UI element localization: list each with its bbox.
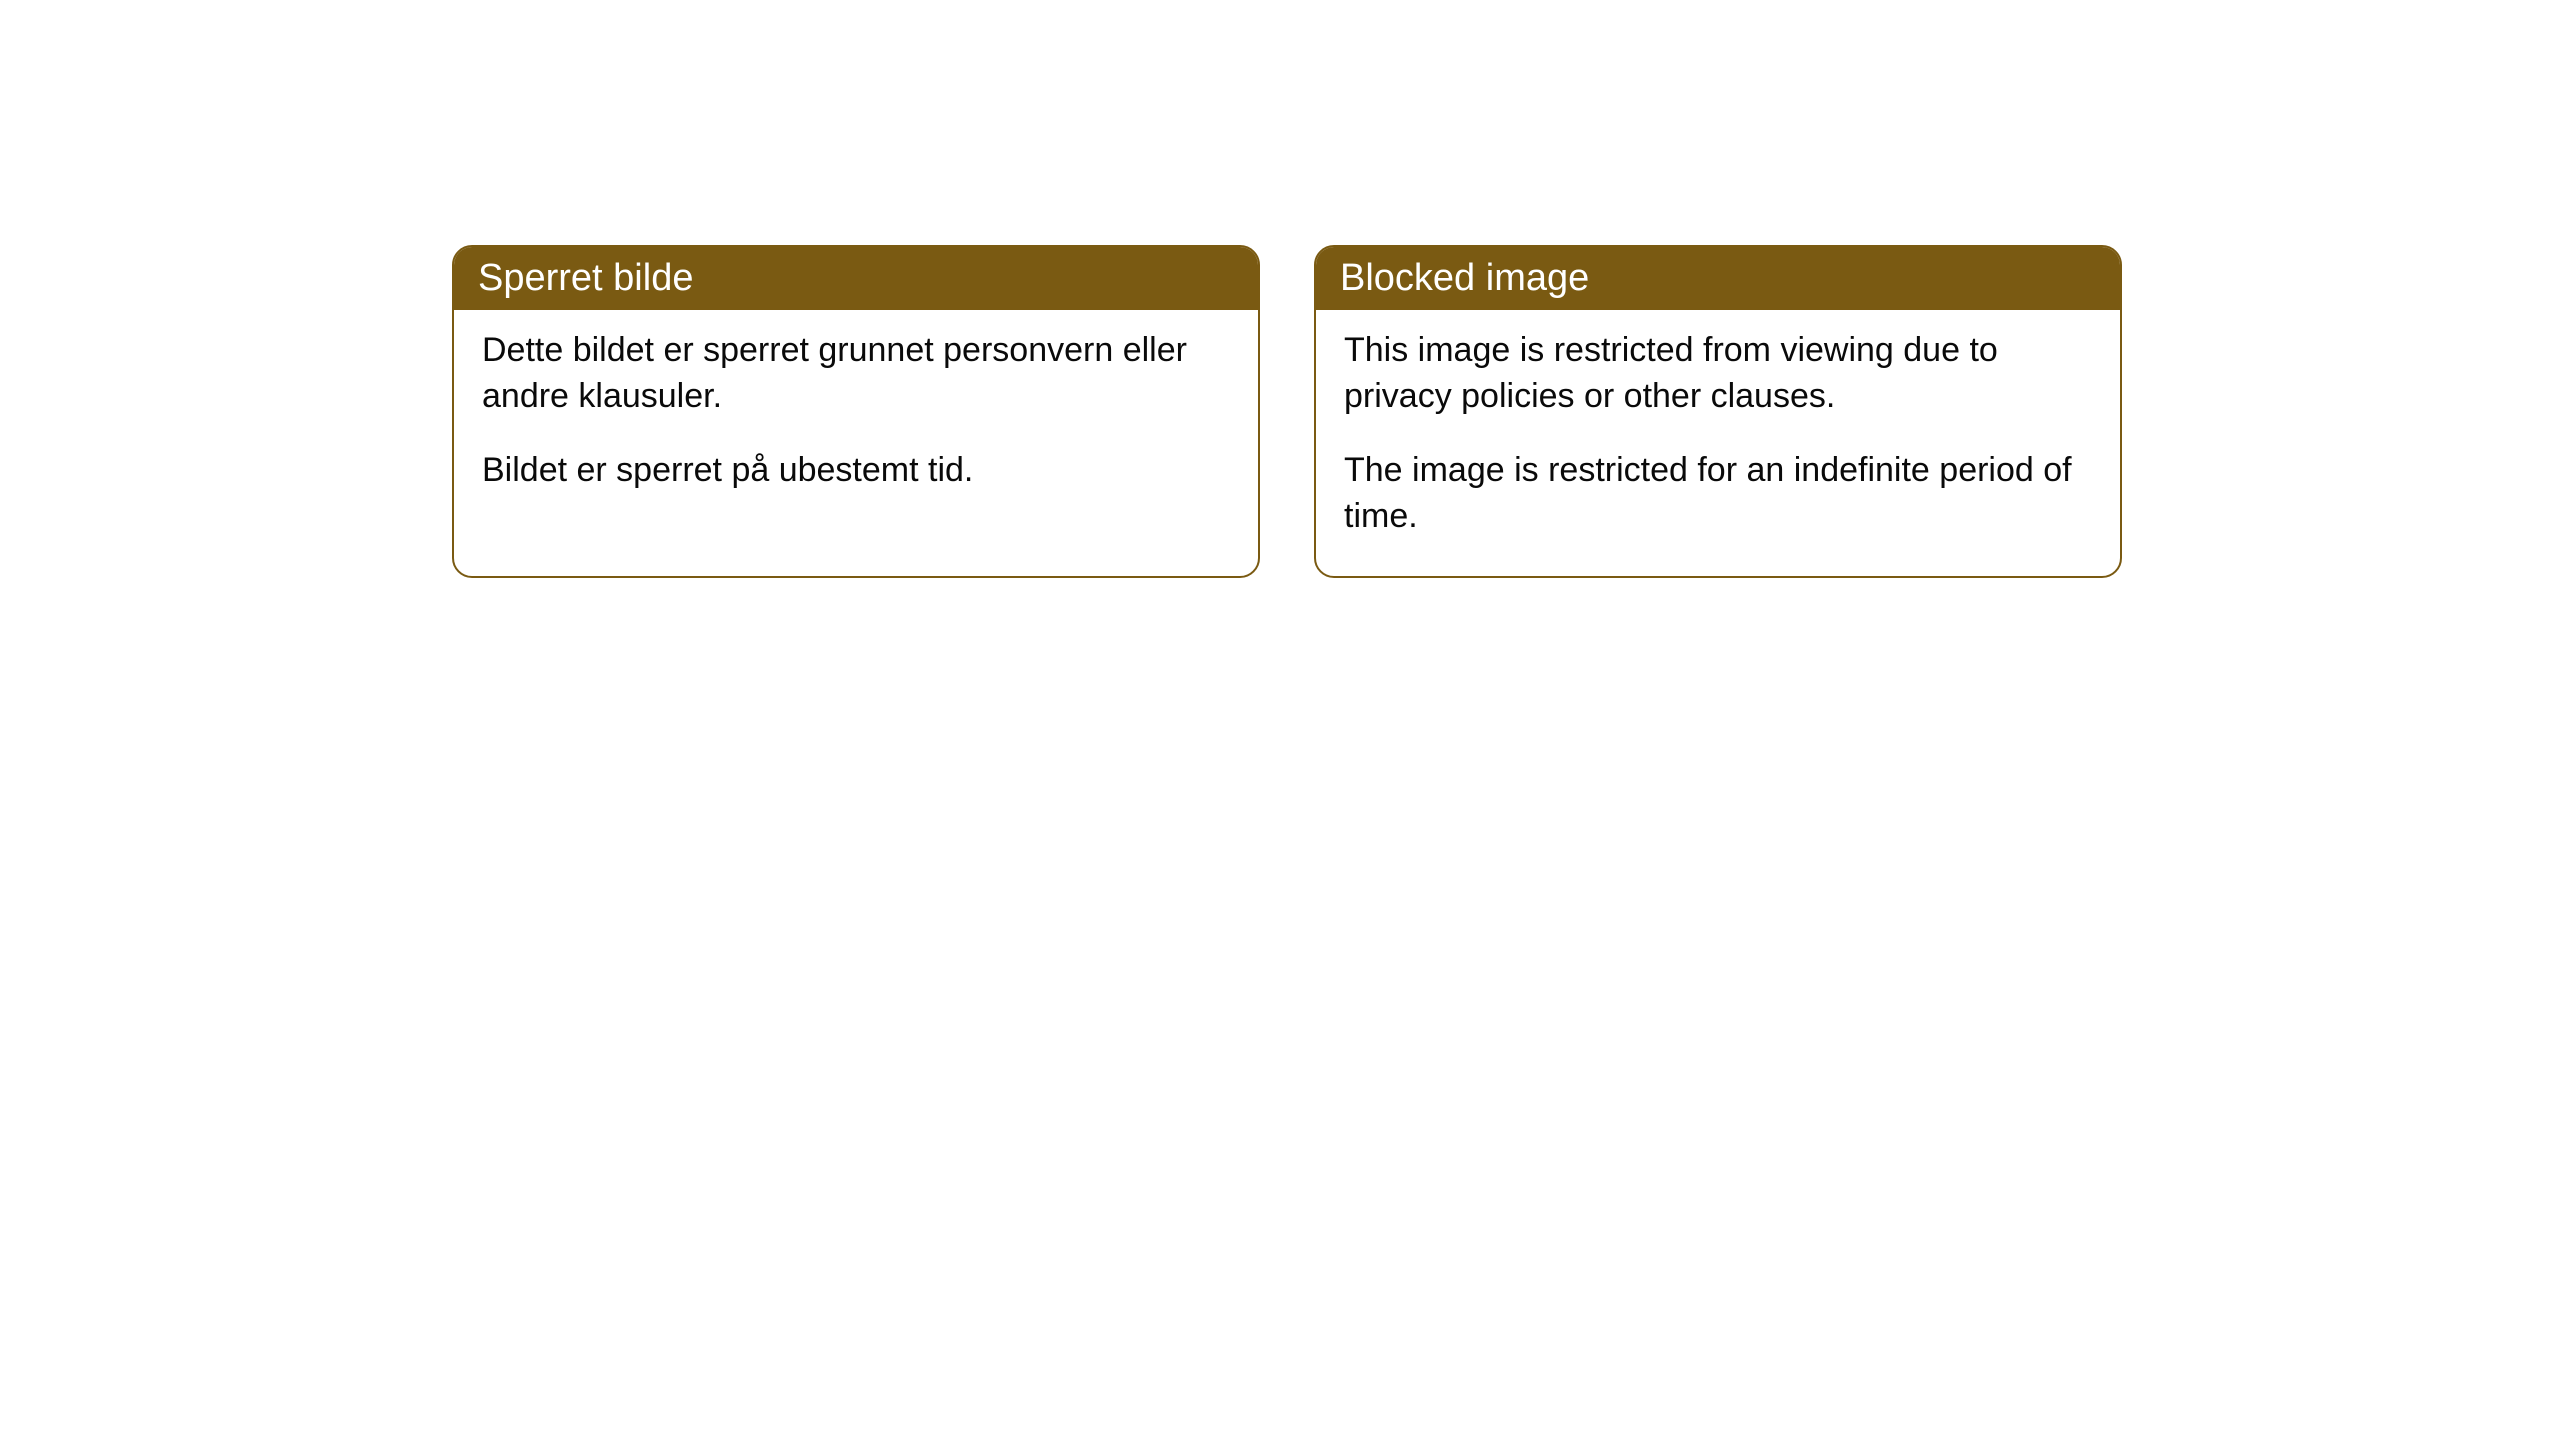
card-header: Blocked image: [1316, 247, 2120, 310]
notice-cards-container: Sperret bilde Dette bildet er sperret gr…: [452, 245, 2122, 578]
card-paragraph: Bildet er sperret på ubestemt tid.: [482, 448, 1230, 494]
notice-card-norwegian: Sperret bilde Dette bildet er sperret gr…: [452, 245, 1260, 578]
card-body: Dette bildet er sperret grunnet personve…: [454, 310, 1258, 530]
card-header: Sperret bilde: [454, 247, 1258, 310]
card-paragraph: Dette bildet er sperret grunnet personve…: [482, 328, 1230, 420]
card-paragraph: This image is restricted from viewing du…: [1344, 328, 2092, 420]
card-paragraph: The image is restricted for an indefinit…: [1344, 448, 2092, 540]
notice-card-english: Blocked image This image is restricted f…: [1314, 245, 2122, 578]
card-body: This image is restricted from viewing du…: [1316, 310, 2120, 576]
